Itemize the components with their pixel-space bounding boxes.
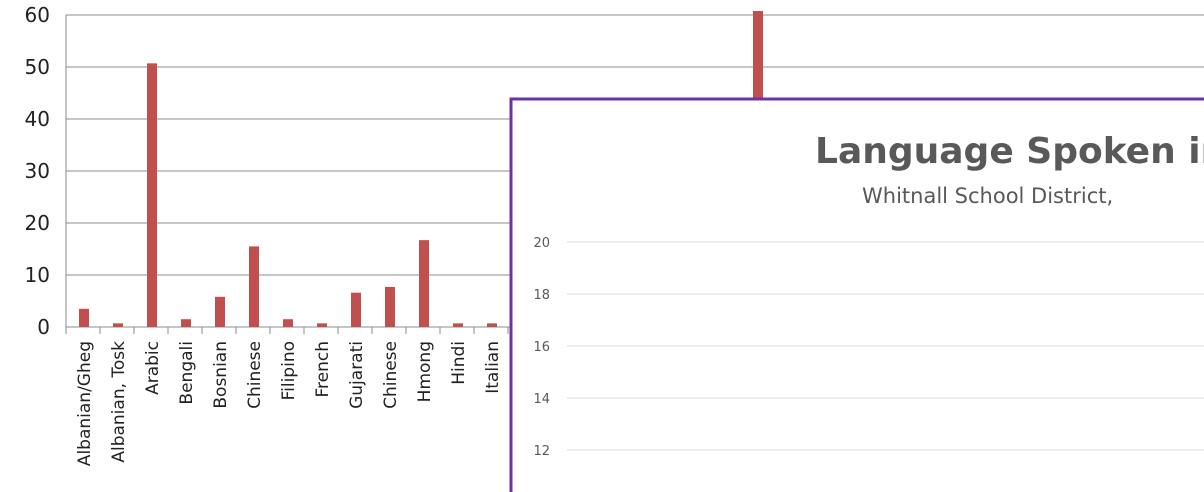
x-tick-label: Hmong (415, 341, 435, 402)
x-tick-label: Albanian, Tosk (109, 341, 129, 463)
x-tick-label: Albanian/Gheg (75, 341, 95, 466)
x-tick-label: Arabic (143, 341, 163, 395)
y-tick-label: 50 (25, 55, 50, 79)
inset-y-tick-label: 16 (533, 340, 550, 355)
bar (317, 323, 327, 327)
inset-chart-title: Language Spoken in (815, 131, 1204, 172)
bar (79, 308, 89, 327)
inset-chart-subtitle: Whitnall School District, (862, 184, 1113, 208)
x-tick-label: Hindi (449, 341, 469, 385)
y-tick-label: 40 (25, 107, 50, 131)
main-y-axis: 0 10 20 30 40 50 60 (25, 3, 50, 339)
y-tick-label: 10 (25, 263, 50, 287)
bar (283, 319, 293, 327)
bar (351, 292, 361, 327)
x-tick-label: Chinese (245, 341, 265, 409)
bar (181, 319, 191, 327)
y-tick-label: 30 (25, 159, 50, 183)
main-x-axis-labels: Albanian/Gheg Albanian, Tosk Arabic Bengali… (75, 341, 503, 466)
inset-y-axis: 12 14 16 18 20 (533, 236, 550, 459)
bar (249, 246, 259, 327)
inset-frame (509, 97, 1204, 492)
bar (147, 63, 157, 328)
bar (113, 323, 123, 327)
x-tick-label: Gujarati (347, 341, 367, 409)
y-tick-label: 60 (25, 3, 50, 27)
x-tick-label: Filipino (279, 341, 299, 400)
inset-y-tick-label: 14 (533, 392, 550, 407)
x-tick-label: Italian (483, 341, 503, 394)
inset-y-tick-label: 18 (533, 288, 550, 303)
bar (385, 286, 395, 327)
inset-y-tick-label: 12 (533, 444, 550, 459)
bar (453, 323, 463, 327)
x-tick-label: Bosnian (211, 341, 231, 409)
y-tick-label: 20 (25, 211, 50, 235)
y-tick-label: 0 (37, 315, 50, 339)
bar (487, 323, 497, 327)
inset-chart: Language Spoken in Whitnall School Distr… (509, 97, 1204, 492)
inset-gridlines (567, 241, 1204, 451)
x-tick-label: Chinese (381, 341, 401, 409)
x-tick-label: French (313, 341, 333, 398)
bar (419, 240, 429, 327)
x-tick-label: Bengali (177, 341, 197, 405)
inset-y-tick-label: 20 (533, 236, 550, 251)
bar (215, 296, 225, 327)
